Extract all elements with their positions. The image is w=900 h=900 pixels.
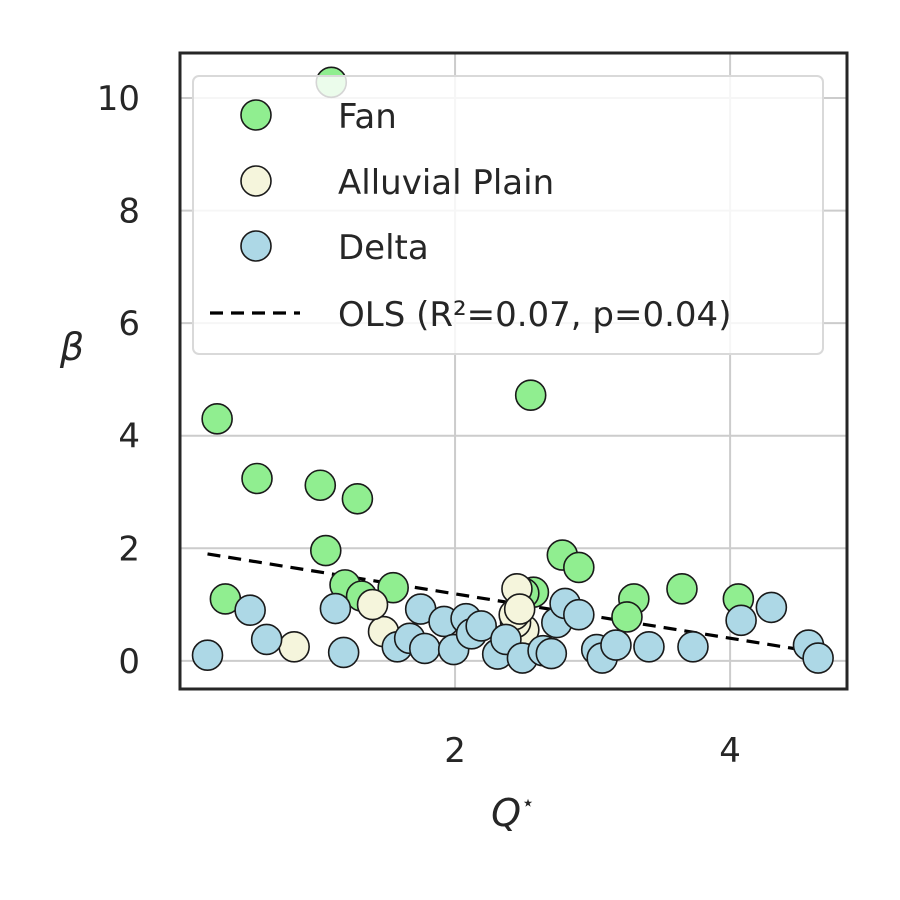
point-fan-3 bbox=[304, 469, 337, 502]
y-tick-label-5: 10 bbox=[97, 79, 140, 119]
point-alluvial-plain-2 bbox=[356, 588, 389, 621]
plot-frame bbox=[178, 51, 849, 691]
x-tick-label-1: 4 bbox=[719, 731, 741, 771]
ols-fit-line bbox=[207, 552, 819, 654]
legend-label-fan: Fan bbox=[338, 97, 397, 137]
point-delta-25 bbox=[633, 630, 665, 663]
point-alluvial-plain-0 bbox=[278, 630, 310, 663]
y-tick-label-0: 0 bbox=[118, 642, 140, 682]
point-fan-2 bbox=[241, 462, 273, 495]
legend-label-ols: OLS (R²=0.07, p=0.04) bbox=[338, 295, 731, 335]
point-delta-18 bbox=[535, 637, 568, 670]
point-fan-15 bbox=[611, 601, 643, 633]
legend-label-delta: Delta bbox=[338, 228, 429, 268]
y-tick-label-3: 6 bbox=[118, 304, 140, 344]
x-tick-label-0: 2 bbox=[444, 731, 466, 771]
point-delta-26 bbox=[677, 630, 709, 663]
point-delta-28 bbox=[755, 591, 788, 624]
point-alluvial-plain-7 bbox=[503, 593, 536, 625]
point-fan-10 bbox=[514, 379, 547, 412]
legend-marker-delta bbox=[240, 230, 272, 262]
point-fan-12 bbox=[563, 551, 595, 584]
y-axis-label: β bbox=[59, 325, 84, 369]
point-fan-5 bbox=[309, 534, 342, 567]
point-fan-1 bbox=[201, 403, 233, 435]
point-delta-2 bbox=[250, 623, 283, 656]
legend-marker-alluvial-plain bbox=[240, 165, 272, 197]
y-tick-label-1: 2 bbox=[118, 529, 140, 569]
legend-marker-fan bbox=[240, 99, 272, 131]
point-delta-3 bbox=[319, 592, 352, 625]
legend-label-alluvial-plain: Alluvial Plain bbox=[338, 163, 554, 203]
point-delta-0 bbox=[191, 639, 224, 672]
x-axis-label: Q⋆ bbox=[491, 791, 535, 835]
y-tick-label-2: 4 bbox=[118, 417, 140, 457]
point-fan-4 bbox=[341, 482, 374, 515]
ols-fit-layer bbox=[207, 552, 819, 654]
point-delta-24 bbox=[600, 629, 632, 661]
point-delta-27 bbox=[725, 604, 757, 637]
data-points bbox=[191, 66, 834, 674]
point-delta-4 bbox=[327, 636, 360, 669]
legend: Fan Alluvial Plain Delta OLS (R²=0.07, p… bbox=[192, 75, 824, 355]
point-delta-30 bbox=[802, 642, 834, 674]
point-delta-1 bbox=[234, 594, 266, 627]
point-delta-21 bbox=[563, 598, 595, 631]
y-axis-ticks: 0 2 4 6 8 10 bbox=[97, 79, 140, 682]
legend-box bbox=[192, 75, 824, 355]
point-delta-13 bbox=[465, 610, 497, 642]
point-fan-9 bbox=[377, 571, 409, 604]
point-delta-8 bbox=[408, 632, 441, 665]
y-tick-label-4: 8 bbox=[118, 192, 140, 232]
point-fan-16 bbox=[666, 573, 698, 605]
